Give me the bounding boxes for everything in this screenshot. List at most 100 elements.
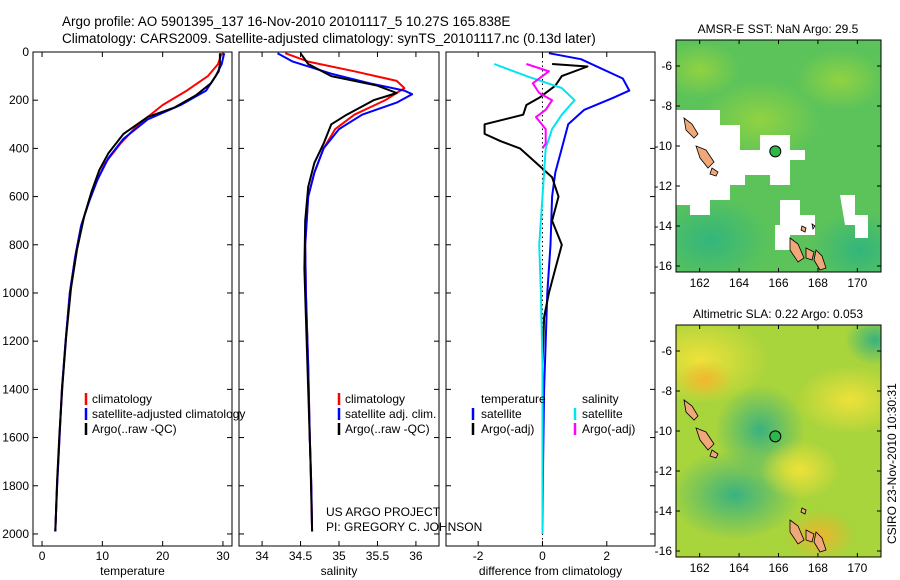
y-tick-label: 400 — [9, 141, 29, 155]
y-tick-label: -16 — [655, 259, 673, 273]
series-line-salinity-satellite — [493, 63, 576, 534]
plot-frame — [445, 51, 656, 547]
x-tick-label: 10 — [96, 549, 110, 563]
argo-float-marker — [769, 430, 782, 443]
sla-map-title: Altimetric SLA: 0.22 Argo: 0.053 — [693, 307, 863, 321]
plot-frame — [32, 51, 233, 547]
y-tick-label: 1600 — [2, 431, 29, 445]
sst-map: AMSR-E SST: NaN Argo: 29.5 — [655, 22, 882, 290]
x-tick-label: 170 — [847, 276, 867, 290]
x-tick-label: 30 — [216, 549, 230, 563]
sst-field-blob — [795, 50, 881, 110]
header-subtitle: Climatology: CARS2009. Satellite-adjuste… — [62, 31, 596, 46]
legend-heading-temperature: temperature — [481, 392, 546, 406]
legend-label-argo: Argo(..raw -QC) — [92, 422, 177, 436]
y-tick-label: -14 — [655, 219, 673, 233]
y-tick-label: -14 — [655, 504, 673, 518]
salinity-legend: climatology satellite adj. clim. Argo(..… — [337, 392, 436, 436]
x-tick-label: -2 — [473, 549, 484, 563]
legend-label-satellite-adjusted: satellite-adjusted climatology — [92, 407, 245, 421]
sst-field-blob — [676, 42, 740, 98]
x-axis-label: temperature — [100, 564, 165, 578]
series-line-temperature-argo-adj — [483, 63, 589, 534]
sst-map-axes: 162 164 166 168 170 -6 -8 -10 -12 -14 -16 — [655, 40, 881, 290]
x-tick-label: 0 — [539, 549, 546, 563]
series-line-argo-raw-qc — [54, 53, 221, 532]
y-tick-label: -8 — [661, 99, 672, 113]
difference-legend: temperature satellite Argo(-adj) salinit… — [471, 392, 635, 436]
island-outlines — [683, 117, 827, 271]
legend-label-sal-satellite: satellite — [582, 407, 623, 421]
y-tick-label: 2000 — [2, 527, 29, 541]
x-axis-label: salinity — [321, 564, 358, 578]
x-tick-label: 35 — [332, 549, 346, 563]
header-title: Argo profile: AO 5901395_137 16-Nov-2010… — [62, 14, 510, 29]
series-line-argo-raw-qc — [299, 52, 398, 532]
legend-label-satellite-adj: satellite adj. clim. — [345, 407, 436, 421]
x-tick-label: 168 — [808, 276, 828, 290]
sla-map: Altimetric SLA: 0.22 Argo: 0.053 1 — [655, 307, 882, 575]
legend-heading-salinity: salinity — [582, 392, 619, 406]
y-tick-label: 200 — [9, 93, 29, 107]
legend-label-climatology: climatology — [345, 392, 405, 406]
x-tick-label: 20 — [156, 549, 170, 563]
y-tick-label: -6 — [661, 59, 672, 73]
legend-label-sal-argo: Argo(-adj) — [582, 422, 635, 436]
x-axis-label: difference from climatology — [479, 564, 622, 578]
sla-field-blob — [845, 325, 881, 365]
argo-float-marker — [769, 145, 782, 158]
sla-field-blob — [760, 440, 840, 500]
y-tick-label: -10 — [655, 139, 673, 153]
y-tick-label: -12 — [655, 179, 673, 193]
sla-field-blob — [677, 360, 733, 400]
x-tick-label: 162 — [690, 276, 710, 290]
y-tick-label: 1400 — [2, 382, 29, 396]
sst-missing-data — [775, 200, 815, 250]
sla-map-axes: 162 164 166 168 170 -6 -8 -10 -12 -14 -16 — [655, 325, 881, 575]
x-tick-label: 34.5 — [289, 549, 313, 563]
plot-frame — [238, 51, 440, 547]
legend-label-temp-argo: Argo(-adj) — [481, 422, 534, 436]
legend-label-temp-satellite: satellite — [481, 407, 522, 421]
x-tick-label: 36 — [409, 549, 423, 563]
y-tick-label: 1200 — [2, 334, 29, 348]
y-tick-label: 800 — [9, 238, 29, 252]
sst-map-title: AMSR-E SST: NaN Argo: 29.5 — [698, 22, 859, 36]
x-tick-label: 162 — [690, 561, 710, 575]
y-tick-label: 1800 — [2, 479, 29, 493]
series-line-salinity-argo-adj — [526, 63, 554, 149]
y-tick-label: 1000 — [2, 286, 29, 300]
x-tick-label: 0 — [39, 549, 46, 563]
x-tick-label: 170 — [847, 561, 867, 575]
island-outlines — [683, 399, 827, 553]
sla-field-blob — [795, 365, 881, 435]
y-tick-label: -16 — [655, 544, 673, 558]
credit-pi: PI: GREGORY C. JOHNSON — [326, 520, 482, 534]
x-tick-label: 164 — [729, 276, 749, 290]
x-tick-label: 166 — [768, 561, 788, 575]
y-tick-label: -8 — [661, 384, 672, 398]
y-tick-label: -12 — [655, 464, 673, 478]
x-tick-label: 166 — [768, 276, 788, 290]
temperature-panel: 0 10 20 30 temperature 0 200 400 600 800 1000 1200 1… — [2, 45, 233, 578]
sst-missing-data — [840, 195, 868, 238]
sst-missing-data — [676, 110, 805, 215]
x-tick-label: 34 — [255, 549, 269, 563]
temperature-legend: climatology satellite-adjusted climatolo… — [84, 392, 245, 436]
y-tick-label: -6 — [661, 344, 672, 358]
legend-label-argo: Argo(..raw -QC) — [345, 422, 430, 436]
timestamp-label: CSIRO 23-Nov-2010 10:30:31 — [885, 383, 899, 544]
x-tick-label: 164 — [729, 561, 749, 575]
legend-label-climatology: climatology — [92, 392, 152, 406]
series-line-temperature-satellite — [541, 52, 631, 535]
x-tick-label: 35.5 — [366, 549, 390, 563]
credit-project: US ARGO PROJECT — [326, 505, 441, 519]
y-tick-label: -10 — [655, 424, 673, 438]
x-tick-label: 168 — [808, 561, 828, 575]
y-tick-label: 600 — [9, 190, 29, 204]
salinity-panel: 34 34.5 35 35.5 36 salinity — [238, 51, 440, 578]
sla-field-blob — [785, 510, 855, 557]
x-tick-label: 2 — [603, 549, 610, 563]
